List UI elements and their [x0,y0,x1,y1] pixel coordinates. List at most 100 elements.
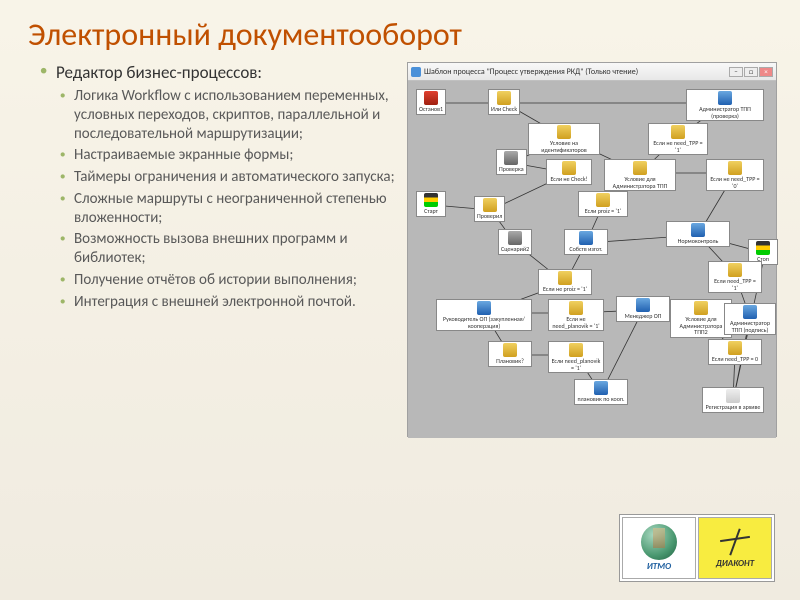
sub-bullet-list: Логика Workflow с использованием перемен… [40,87,395,311]
node-label: Нормоконтроль [678,237,719,245]
workflow-node[interactable]: Если need_planovik = '1' [548,341,604,373]
main-bullet: Редактор бизнес-процессов: [40,62,395,83]
node-icon [569,301,583,315]
node-icon [497,91,511,105]
node-icon [728,263,742,277]
workflow-node[interactable]: Если proiz = '1' [578,191,628,217]
node-icon [596,193,610,207]
node-icon [562,161,576,175]
footer-logos: ИТМО ДИАКОНТ [619,514,775,582]
sub-bullet: Таймеры ограничения и автоматического за… [60,168,395,187]
node-icon [594,381,608,395]
node-icon [424,91,438,105]
node-label: Если need_planovik = '1' [552,357,601,372]
node-label: Условие для Администратора ТПП2 [680,315,723,336]
sub-bullet: Сложные маршруты с неограниченной степен… [60,190,395,228]
node-icon [728,341,742,355]
workflow-node[interactable]: плановик по кооп. [574,379,628,405]
workflow-node[interactable]: Администратор ТПП (проверка) [686,89,764,121]
node-icon [756,241,770,255]
node-label: Или Check [491,105,517,113]
workflow-node[interactable]: Останов1 [416,89,446,115]
node-label: Проверка [499,165,524,173]
workflow-node[interactable]: Условие для Администратора ТПП [604,159,676,191]
node-label: Менеджер ОП [625,312,662,320]
workflow-node[interactable]: Регистрация в архиве [702,387,764,413]
workflow-node[interactable]: Если не need_planovik = '1' [548,299,604,331]
content-area: Редактор бизнес-процессов: Логика Workfl… [0,54,800,437]
workflow-node[interactable]: Условие для Администратора ТПП2 [670,299,732,338]
window-titlebar: Шаблон процесса "Процесс утверждения РКД… [408,63,776,81]
node-icon [579,231,593,245]
node-icon [694,301,708,315]
node-icon [728,161,742,175]
workflow-node[interactable]: Проверка [496,149,527,175]
node-label: Останов1 [419,105,443,113]
diakont-icon [720,528,750,558]
workflow-node[interactable]: Если need_TPP = '1' [708,261,762,293]
logo-diakont: ДИАКОНТ [698,517,772,579]
page-title: Электронный документооборот [0,0,800,54]
node-icon [557,125,571,139]
node-label: Если need_TPP = '1' [714,277,756,292]
workflow-node[interactable]: Сценарий2 [498,229,532,255]
node-label: Если proiz = '1' [585,207,621,215]
window-title: Шаблон процесса "Процесс утверждения РКД… [424,67,638,77]
node-label: Если не need_planovik = '1' [552,315,599,330]
node-label: Старт [424,207,438,215]
node-label: Если не Check! [550,175,587,183]
node-label: Собств изгот. [569,245,602,253]
node-icon [718,91,732,105]
sub-bullet: Интеграция с внешней электронной почтой. [60,293,395,312]
logo-diakont-text: ДИАКОНТ [716,558,754,569]
workflow-node[interactable]: Менеджер ОП [616,296,670,322]
node-label: Условие на идентификаторов [541,139,586,154]
text-column: Редактор бизнес-процессов: Логика Workfl… [40,62,395,437]
close-button[interactable]: × [759,67,773,77]
app-icon [411,67,421,77]
workflow-node[interactable]: Руководитель ОП (закупленная/кооперация) [436,299,532,331]
sub-bullet: Получение отчётов об истории выполнения; [60,271,395,290]
node-icon [743,305,757,319]
node-icon [671,125,685,139]
window-frame: Шаблон процесса "Процесс утверждения РКД… [407,62,777,437]
workflow-node[interactable]: Если не Check! [546,159,592,185]
workflow-node[interactable]: Проверил [474,196,505,222]
node-label: Сценарий2 [501,245,529,253]
node-icon [483,198,497,212]
node-icon [558,271,572,285]
globe-icon [641,524,677,560]
sub-bullet: Настраиваемые экранные формы; [60,146,395,165]
workflow-node[interactable]: Старт [416,191,446,217]
minimize-button[interactable]: – [729,67,743,77]
workflow-node[interactable]: Если не need_TPP = '1' [648,123,708,155]
node-icon [633,161,647,175]
node-label: Если не need_TPP = '0' [710,175,759,190]
workflow-node[interactable]: Если не proiz = '1' [538,269,592,295]
workflow-node[interactable]: Администратор ТПП (подпись) [724,303,776,335]
node-icon [424,193,438,207]
workflow-node[interactable]: Плановик? [488,341,532,367]
workflow-node[interactable]: Если need_TPP = 0 [708,339,762,365]
sub-bullet: Возможность вызова внешних программ и би… [60,230,395,268]
workflow-screenshot: Шаблон процесса "Процесс утверждения РКД… [407,62,777,437]
node-label: Если не need_TPP = '1' [653,139,702,154]
node-icon [503,343,517,357]
node-label: Администратор ТПП (проверка) [699,105,751,120]
node-icon [569,343,583,357]
node-label: Если не proiz = '1' [543,285,587,293]
workflow-node[interactable]: Условие на идентификаторов [528,123,600,155]
node-label: Проверил [477,212,502,220]
node-icon [508,231,522,245]
window-buttons: – □ × [729,67,773,77]
workflow-node[interactable]: Если не need_TPP = '0' [706,159,764,191]
maximize-button[interactable]: □ [744,67,758,77]
workflow-node[interactable]: Или Check [488,89,520,115]
workflow-node[interactable]: Собств изгот. [564,229,608,255]
node-icon [691,223,705,237]
node-icon [726,389,740,403]
sub-bullet: Логика Workflow с использованием перемен… [60,87,395,143]
node-label: плановик по кооп. [578,395,625,403]
node-label: Условие для Администратора ТПП [613,175,668,190]
workflow-node[interactable]: Нормоконтроль [666,221,730,247]
